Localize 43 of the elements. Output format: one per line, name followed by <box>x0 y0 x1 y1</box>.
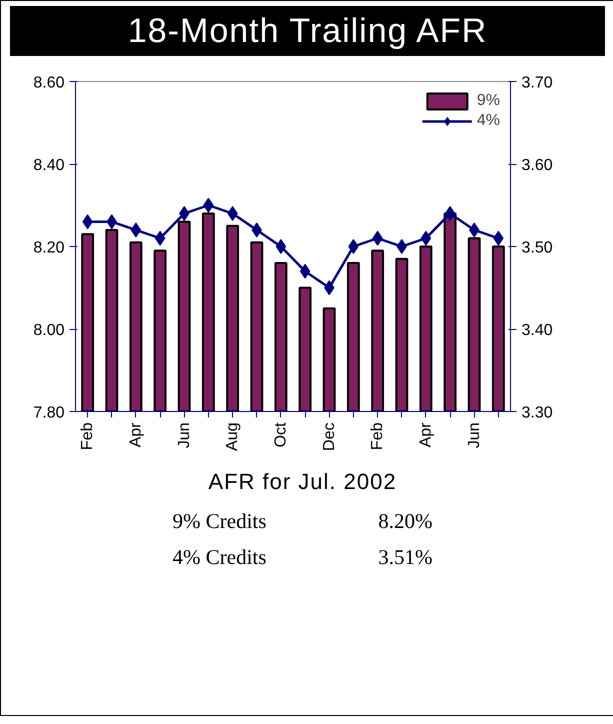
y-tick-label: 7.80 <box>33 404 65 422</box>
y-tick-label: 8.00 <box>33 322 65 339</box>
x-tick-label: Jun <box>466 422 483 448</box>
y2-tick-label: 3.40 <box>522 322 553 339</box>
point <box>130 222 142 238</box>
point <box>300 264 310 279</box>
text: 9% Credits <box>172 508 268 535</box>
text: 3.51% <box>377 544 432 571</box>
y-tick-label: 8.20 <box>33 240 65 256</box>
x-tick-label: Aug <box>224 422 242 451</box>
point <box>82 214 93 230</box>
chart-title: 18-Month Trailing AFR <box>128 11 488 52</box>
text: 4% Credits <box>172 544 268 571</box>
legend-label: 9% <box>476 92 500 110</box>
point <box>252 222 262 238</box>
point <box>444 206 456 221</box>
x-tick-label: Dec <box>320 422 338 451</box>
y2-tick-label: 3.70 <box>522 74 553 92</box>
legend-label: 4% <box>476 112 500 130</box>
x-tick-label: Jun <box>176 422 193 448</box>
text: 8.20% <box>377 508 432 535</box>
point <box>348 239 359 254</box>
point <box>420 230 432 246</box>
text: AFR for Jul. 2002 <box>208 468 397 496</box>
x-tick-label: Oct <box>272 422 290 448</box>
x-tick-label: Apr <box>417 422 434 448</box>
point <box>179 206 190 221</box>
x-tick-label: Feb <box>79 422 96 450</box>
y-tick-label: 8.40 <box>33 157 65 174</box>
point <box>276 239 286 254</box>
point <box>493 230 504 246</box>
y2-tick-label: 3.60 <box>522 157 553 174</box>
point <box>372 230 383 246</box>
y2-tick-label: 3.50 <box>522 240 553 256</box>
point <box>227 206 238 221</box>
y2-tick-label: 3.30 <box>522 404 553 422</box>
point <box>203 198 214 213</box>
y-tick-label: 8.60 <box>33 74 65 92</box>
x-tick-label: Feb <box>369 422 386 450</box>
point <box>154 230 166 246</box>
x-tick-label: Apr <box>127 422 144 448</box>
point <box>396 239 407 254</box>
point <box>469 222 480 238</box>
